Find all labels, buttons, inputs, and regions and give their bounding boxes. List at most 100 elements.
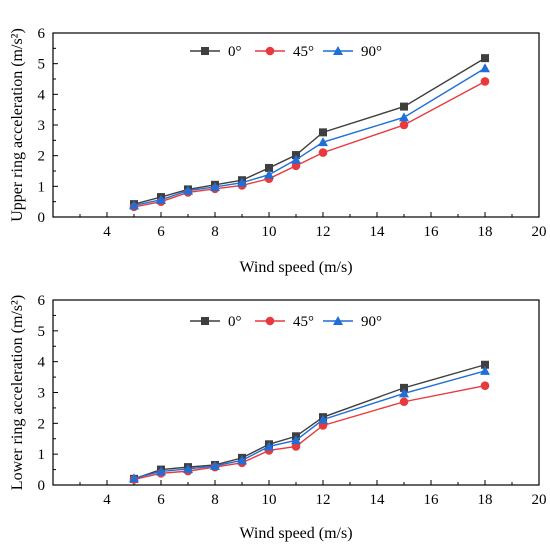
data-point bbox=[480, 77, 490, 86]
x-tick-label: 16 bbox=[424, 492, 440, 508]
legend-marker bbox=[201, 47, 209, 55]
data-point bbox=[291, 435, 301, 445]
series-line bbox=[133, 67, 486, 207]
plot-frame bbox=[52, 32, 540, 218]
legend-label: 45° bbox=[293, 314, 314, 330]
y-tick-label: 5 bbox=[38, 324, 46, 340]
y-tick-label: 4 bbox=[38, 87, 46, 103]
x-axis-label: Wind speed (m/s) bbox=[239, 525, 352, 542]
data-point bbox=[480, 381, 490, 391]
series-1 bbox=[129, 381, 490, 484]
legend-label: 0° bbox=[228, 314, 242, 330]
data-point bbox=[400, 102, 408, 111]
legend: 0° 45° 90° bbox=[190, 44, 382, 60]
y-tick-label: 3 bbox=[38, 386, 46, 402]
data-point bbox=[481, 54, 489, 63]
data-point bbox=[183, 463, 193, 473]
data-point bbox=[183, 185, 193, 195]
y-tick-label: 1 bbox=[38, 179, 46, 195]
y-tick-label: 2 bbox=[38, 149, 46, 165]
data-point bbox=[210, 460, 220, 470]
series-line bbox=[133, 364, 486, 480]
data-point bbox=[399, 120, 409, 130]
legend-marker bbox=[333, 316, 343, 325]
data-point bbox=[129, 200, 139, 210]
y-tick-label: 5 bbox=[38, 57, 46, 73]
data-point bbox=[265, 163, 273, 172]
legend-item: 0° bbox=[190, 314, 242, 330]
y-tick-label: 0 bbox=[38, 210, 46, 226]
y-tick-label: 2 bbox=[38, 416, 46, 432]
y-tick-label: 0 bbox=[38, 478, 46, 494]
legend-marker bbox=[265, 316, 275, 326]
data-point bbox=[129, 473, 139, 483]
data-point bbox=[480, 63, 490, 73]
data-point bbox=[400, 383, 408, 392]
series-2 bbox=[129, 63, 490, 210]
data-point bbox=[481, 360, 489, 369]
data-point bbox=[291, 442, 301, 451]
x-tick-label: 6 bbox=[157, 224, 165, 240]
data-point bbox=[399, 397, 409, 407]
data-point bbox=[237, 177, 247, 187]
legend-item: 90° bbox=[323, 314, 382, 330]
series-0 bbox=[130, 360, 489, 483]
x-axis-label: Wind speed (m/s) bbox=[239, 259, 352, 276]
data-point bbox=[291, 154, 301, 164]
y-tick-label: 1 bbox=[38, 447, 46, 463]
x-tick-label: 8 bbox=[211, 492, 219, 508]
series-line bbox=[133, 370, 486, 479]
data-point bbox=[156, 466, 166, 476]
x-tick-label: 20 bbox=[532, 224, 547, 240]
series-line bbox=[133, 57, 486, 205]
legend-item: 0° bbox=[190, 44, 242, 60]
legend-marker bbox=[265, 46, 275, 56]
x-tick-label: 4 bbox=[103, 492, 111, 508]
data-point bbox=[399, 388, 409, 398]
legend-marker bbox=[201, 317, 209, 325]
data-point bbox=[264, 169, 274, 179]
data-point bbox=[399, 112, 409, 122]
legend: 0° 45° 90° bbox=[190, 314, 382, 330]
x-tick-label: 10 bbox=[262, 224, 277, 240]
legend-item: 90° bbox=[323, 44, 382, 60]
y-tick-label: 3 bbox=[38, 118, 46, 134]
x-tick-label: 14 bbox=[370, 492, 386, 508]
x-tick-label: 10 bbox=[262, 492, 277, 508]
data-point bbox=[318, 414, 328, 424]
data-point bbox=[318, 137, 328, 147]
x-tick-label: 20 bbox=[532, 492, 547, 508]
legend-label: 90° bbox=[361, 44, 382, 60]
series-2 bbox=[129, 365, 490, 483]
x-tick-label: 18 bbox=[478, 224, 493, 240]
x-tick-label: 14 bbox=[370, 224, 386, 240]
legend-item: 45° bbox=[255, 314, 314, 330]
series-line bbox=[133, 80, 486, 208]
x-tick-label: 12 bbox=[316, 492, 331, 508]
data-point bbox=[319, 128, 327, 137]
y-axis-label: Upper ring acceleration (m/s²) bbox=[9, 28, 26, 222]
x-tick-label: 12 bbox=[316, 224, 331, 240]
legend-label: 0° bbox=[228, 44, 242, 60]
data-point bbox=[210, 181, 220, 191]
y-tick-label: 6 bbox=[38, 26, 46, 42]
y-tick-label: 4 bbox=[38, 355, 46, 371]
data-point bbox=[318, 148, 328, 157]
data-point bbox=[264, 441, 274, 451]
x-tick-label: 16 bbox=[424, 224, 440, 240]
series-0 bbox=[130, 54, 489, 209]
legend-item: 45° bbox=[255, 44, 314, 60]
data-point bbox=[480, 365, 490, 375]
legend-label: 45° bbox=[293, 44, 314, 60]
y-axis-label: Lower ring acceleration (m/s²) bbox=[9, 295, 26, 490]
x-tick-label: 18 bbox=[478, 492, 493, 508]
x-tick-label: 4 bbox=[103, 224, 111, 240]
y-tick-label: 6 bbox=[38, 293, 46, 309]
x-tick-label: 8 bbox=[211, 224, 219, 240]
data-point bbox=[156, 194, 166, 204]
legend-label: 90° bbox=[361, 314, 382, 330]
x-tick-label: 6 bbox=[157, 492, 165, 508]
